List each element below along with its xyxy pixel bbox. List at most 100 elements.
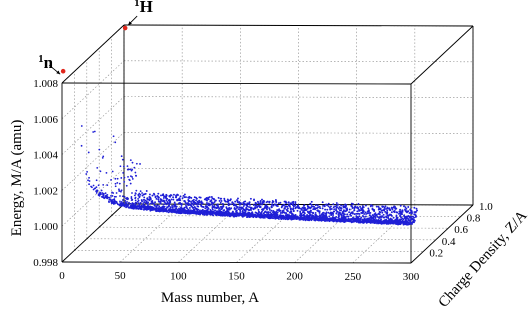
data-point bbox=[114, 177, 117, 180]
data-point bbox=[123, 176, 126, 179]
data-point bbox=[170, 198, 173, 201]
data-point bbox=[261, 210, 263, 213]
data-point bbox=[232, 212, 235, 215]
data-point bbox=[350, 205, 353, 208]
data-point bbox=[207, 196, 210, 199]
data-point bbox=[126, 201, 128, 203]
data-point bbox=[207, 202, 210, 205]
box-edge bbox=[410, 25, 474, 85]
data-point bbox=[186, 211, 188, 213]
data-point bbox=[157, 198, 160, 201]
data-point bbox=[297, 216, 299, 219]
data-point bbox=[253, 198, 255, 201]
data-point bbox=[228, 208, 231, 211]
data-point bbox=[249, 197, 252, 200]
data-point bbox=[207, 198, 210, 201]
data-point bbox=[281, 211, 284, 214]
data-point bbox=[259, 213, 262, 216]
data-point bbox=[276, 214, 279, 217]
data-point bbox=[303, 212, 306, 215]
data-point bbox=[408, 222, 411, 225]
data-point bbox=[112, 192, 115, 194]
data-point bbox=[211, 212, 214, 215]
data-point bbox=[180, 211, 183, 214]
data-point bbox=[197, 205, 200, 208]
data-point bbox=[230, 214, 233, 217]
data-point bbox=[332, 203, 335, 206]
data-point bbox=[134, 171, 137, 174]
x-tick-label: 100 bbox=[170, 270, 187, 282]
data-point bbox=[308, 219, 311, 222]
data-point bbox=[165, 199, 168, 202]
data-point bbox=[92, 188, 95, 191]
data-point bbox=[227, 199, 230, 202]
data-point bbox=[370, 204, 373, 206]
data-point bbox=[183, 206, 186, 209]
data-point bbox=[227, 202, 230, 205]
data-point bbox=[236, 199, 238, 202]
data-point bbox=[148, 199, 151, 202]
data-point bbox=[120, 202, 123, 205]
data-point bbox=[92, 131, 95, 133]
data-point bbox=[348, 218, 351, 221]
data-point bbox=[395, 214, 398, 217]
data-point bbox=[192, 198, 195, 201]
data-point bbox=[316, 207, 318, 210]
data-point bbox=[204, 209, 206, 212]
data-point bbox=[138, 195, 141, 198]
data-point bbox=[290, 207, 292, 210]
data-point bbox=[102, 192, 105, 195]
annotated-point bbox=[122, 25, 128, 31]
data-point bbox=[363, 212, 366, 215]
data-point bbox=[116, 182, 119, 184]
data-point bbox=[385, 218, 388, 221]
data-point bbox=[140, 206, 143, 209]
data-point bbox=[114, 185, 117, 188]
data-point bbox=[128, 179, 131, 182]
data-point bbox=[95, 186, 98, 189]
data-point bbox=[373, 210, 376, 213]
data-point bbox=[401, 213, 404, 215]
data-point bbox=[292, 216, 295, 218]
data-point bbox=[289, 210, 292, 213]
data-point bbox=[184, 210, 187, 213]
data-point bbox=[252, 204, 255, 206]
data-point bbox=[96, 189, 98, 192]
data-point bbox=[287, 204, 290, 207]
data-point bbox=[121, 199, 124, 201]
data-point bbox=[250, 212, 253, 215]
data-point bbox=[279, 209, 282, 212]
data-point bbox=[394, 222, 397, 225]
data-point bbox=[266, 206, 269, 209]
data-point bbox=[366, 212, 369, 215]
data-point bbox=[139, 193, 142, 196]
data-point bbox=[286, 216, 289, 219]
data-point bbox=[399, 223, 402, 226]
data-point bbox=[160, 198, 163, 201]
data-point bbox=[299, 217, 302, 219]
data-point bbox=[152, 192, 155, 195]
data-point bbox=[404, 206, 407, 209]
data-point bbox=[284, 205, 287, 208]
data-point bbox=[271, 214, 274, 217]
data-point bbox=[206, 202, 208, 204]
data-point bbox=[337, 203, 340, 206]
data-point bbox=[386, 211, 389, 214]
data-point bbox=[232, 204, 235, 207]
data-point bbox=[366, 220, 369, 223]
data-point bbox=[218, 199, 221, 202]
data-point bbox=[250, 209, 253, 211]
data-point bbox=[130, 204, 133, 207]
data-point bbox=[262, 200, 265, 203]
data-point bbox=[96, 166, 99, 169]
data-point bbox=[188, 211, 191, 214]
data-point bbox=[194, 211, 197, 213]
data-point bbox=[100, 189, 103, 192]
data-point bbox=[269, 213, 272, 216]
data-point bbox=[312, 216, 315, 219]
data-point bbox=[120, 190, 122, 193]
data-point bbox=[377, 221, 380, 224]
data-point bbox=[187, 209, 190, 211]
data-point bbox=[228, 206, 231, 209]
data-point bbox=[262, 201, 265, 204]
